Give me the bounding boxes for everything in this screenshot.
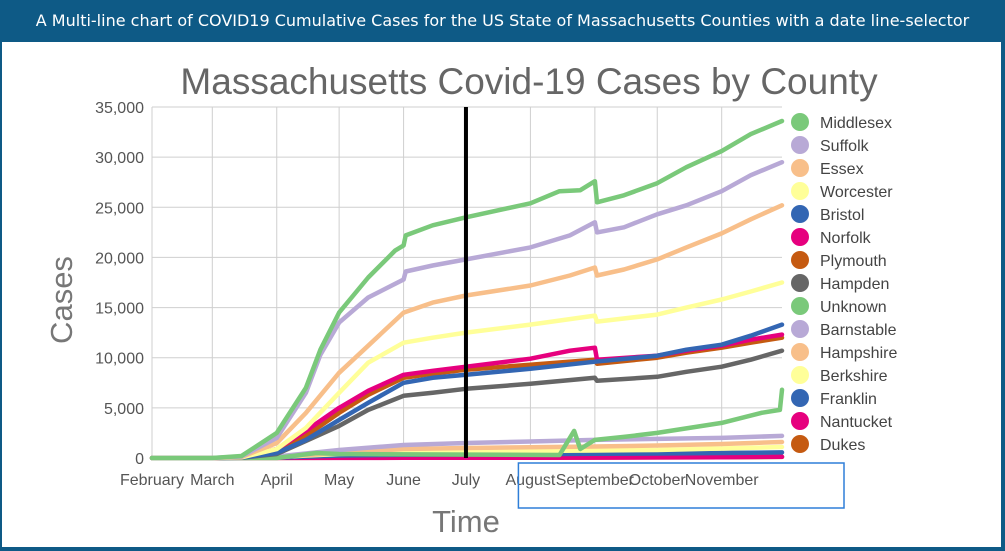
legend-swatch [791,205,809,223]
legend-swatch [791,136,809,154]
y-tick-label: 0 [135,451,144,468]
legend-swatch [791,159,809,177]
legend-swatch [791,412,809,430]
legend-label: Norfolk [820,230,872,247]
chart-panel: Massachusetts Covid-19 Cases by County 0… [2,42,1001,547]
legend-swatch [791,113,809,131]
legend-label: Barnstable [820,322,897,339]
legend-label: Bristol [820,207,864,224]
series-line [149,203,785,461]
legend-label: Hampshire [820,345,897,362]
legend-label: Franklin [820,391,877,408]
legend-label: Unknown [820,299,887,316]
series-line [149,322,785,461]
x-axis-label: Time [432,504,500,539]
legend-label: Plymouth [820,253,887,270]
legend-swatch [791,297,809,315]
series-line [149,118,785,461]
y-tick-label: 5,000 [104,401,144,418]
legend-swatch [791,274,809,292]
legend-swatch [791,251,809,269]
legend-swatch [791,435,809,453]
x-tick-label: April [261,472,293,489]
y-axis-ticks: 0 5,000 10,000 15,000 20,000 25,000 30,000 35,0… [95,100,144,468]
x-tick-label: June [386,472,421,489]
y-tick-label: 20,000 [95,250,144,267]
page-banner: A Multi-line chart of COVID19 Cumulative… [0,0,1005,42]
line-chart[interactable]: Massachusetts Covid-19 Cases by County 0… [2,42,1001,547]
x-tick-label: September [556,472,635,489]
legend-label: Nantucket [820,414,893,431]
x-axis-ticks: February March April May June July August Septe… [120,472,759,489]
legend-label: Hampden [820,276,889,293]
legend-label: Berkshire [820,368,888,385]
legend-label: Essex [820,161,864,178]
y-tick-label: 35,000 [95,100,144,117]
legend-swatch [791,228,809,246]
y-tick-label: 10,000 [95,351,144,368]
chart-title: Massachusetts Covid-19 Cases by County [180,61,878,102]
legend: Middlesex Suffolk Essex Worcester Bristol Nor… [791,113,897,454]
legend-label: Suffolk [820,138,870,155]
x-tick-label: February [120,472,184,489]
series-line [149,387,785,461]
legend-swatch [791,320,809,338]
legend-swatch [791,343,809,361]
x-tick-label: October [629,472,687,489]
series-lines [149,118,785,461]
legend-label: Dukes [820,437,865,454]
legend-swatch [791,389,809,407]
y-axis-label: Cases [44,256,79,344]
x-tick-label: May [324,472,354,489]
date-range-brush[interactable] [517,462,845,509]
series-line [149,159,785,461]
x-tick-label: March [190,472,234,489]
x-tick-label: July [452,472,480,489]
y-tick-label: 25,000 [95,200,144,217]
y-tick-label: 15,000 [95,301,144,318]
legend-label: Worcester [820,184,893,201]
legend-label: Middlesex [820,115,892,132]
legend-swatch [791,366,809,384]
x-tick-label: November [685,472,759,489]
series-line [149,280,785,461]
legend-swatch [791,182,809,200]
y-tick-label: 30,000 [95,150,144,167]
x-tick-label: August [506,472,556,489]
